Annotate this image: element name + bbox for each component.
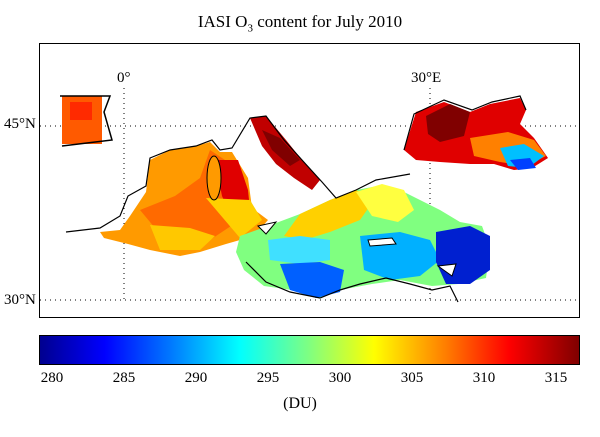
map-title: IASI O3 content for July 2010 (197, 12, 403, 35)
east-med (236, 184, 490, 298)
colorbar-tick: 290 (184, 370, 208, 386)
colorbar (39, 335, 580, 365)
colorbar-tick: 305 (400, 370, 424, 386)
colorbar-tick: 300 (328, 370, 352, 386)
adriatic (250, 116, 320, 190)
biscay-patch (60, 95, 113, 147)
lon-label-30e: 30°E (411, 70, 442, 86)
black-sea-coast (403, 95, 527, 151)
colorbar-tick: 285 (112, 370, 136, 386)
coastline (65, 115, 459, 303)
colorbar-tick: 310 (472, 370, 496, 386)
lon-label-0: 0° (117, 70, 131, 86)
colorbar-unit: (DU) (283, 395, 317, 412)
lat-label-45n: 45°N (4, 116, 36, 132)
colorbar-tick: 295 (256, 370, 280, 386)
lat-label-30n: 30°N (4, 292, 36, 308)
colorbar-tick: 315 (544, 370, 568, 386)
colorbar-tick: 280 (40, 370, 64, 386)
black-sea (404, 98, 548, 170)
west-med (100, 142, 268, 256)
